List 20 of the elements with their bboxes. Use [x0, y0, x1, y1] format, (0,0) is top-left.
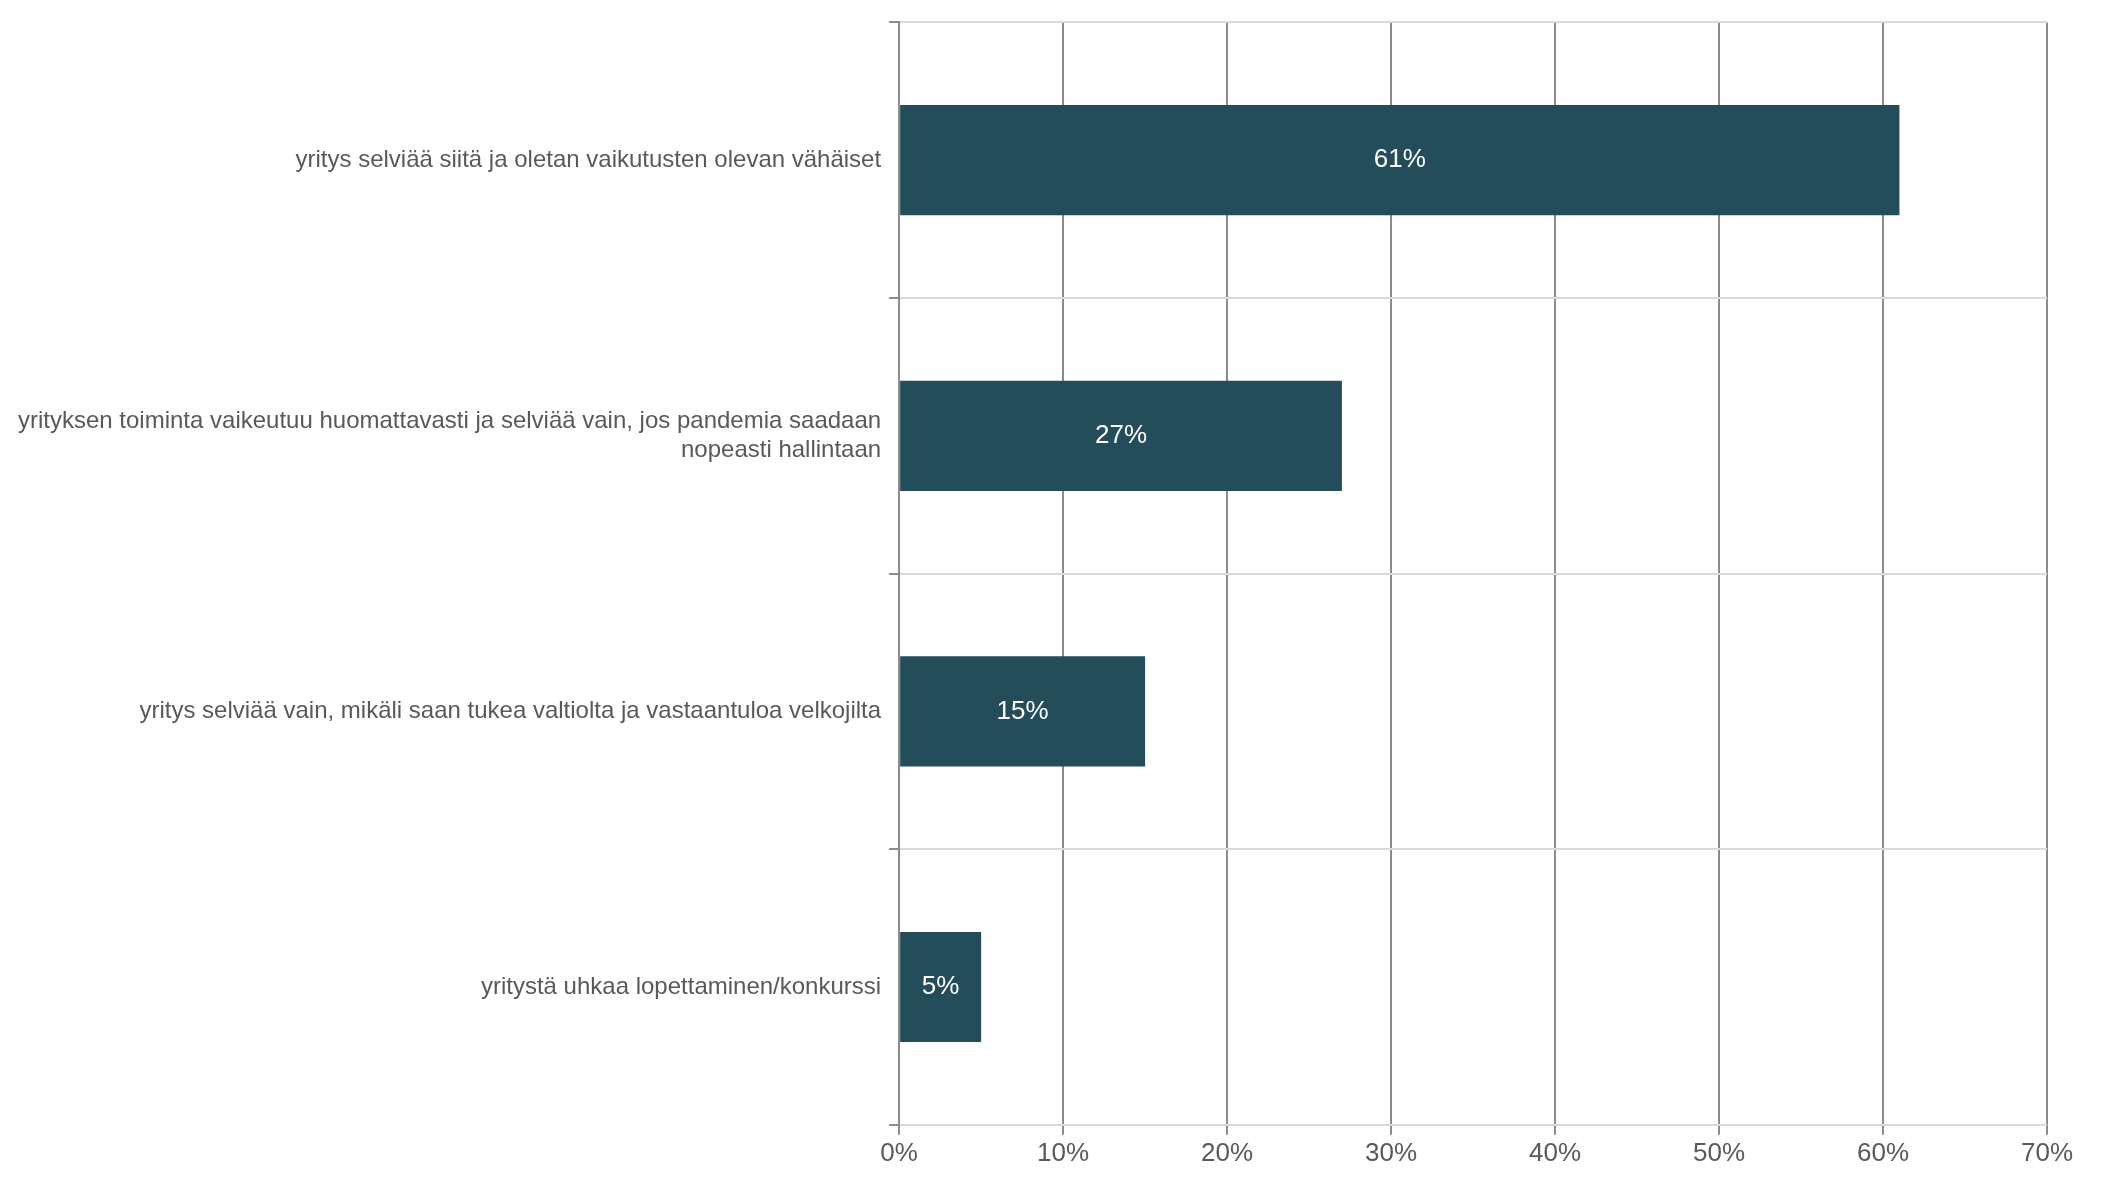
- x-tick-label: 70%: [2020, 1136, 2074, 1167]
- data-label: 27%: [1094, 418, 1148, 449]
- x-tick-label: 0%: [880, 1136, 918, 1167]
- y-tick-label: yritys selviää vain, mikäli saan tukea valtiolta ja vastaantuloa velkojilta: [139, 696, 882, 724]
- x-tick-label: 60%: [1857, 1136, 1910, 1167]
- data-label: 61%: [1373, 143, 1426, 174]
- y-tick-label: yritystä uhkaa lopettaminen/konkurssi: [480, 971, 882, 999]
- x-tick-label: 10%: [1037, 1136, 1090, 1167]
- x-tick-label: 20%: [1201, 1136, 1254, 1167]
- bar: [900, 380, 1342, 491]
- y-tick-label: yrityksen toiminta vaikeutuu huomattavasti ja selviää vain, jos pandemia saadaan nopeasti hallintaan: [17, 406, 882, 462]
- x-tick-label: 50%: [1693, 1136, 1746, 1167]
- x-tick-label: 40%: [1529, 1136, 1582, 1167]
- data-label: 15%: [996, 694, 1049, 725]
- bar: [900, 105, 1900, 216]
- x-tick-label: 30%: [1365, 1136, 1418, 1167]
- bar: [900, 931, 982, 1043]
- y-tick-label: yritys selviää siitä ja oletan vaikutusten olevan vähäiset: [295, 144, 882, 172]
- bar: [900, 656, 1146, 767]
- data-label: 5%: [921, 970, 960, 1001]
